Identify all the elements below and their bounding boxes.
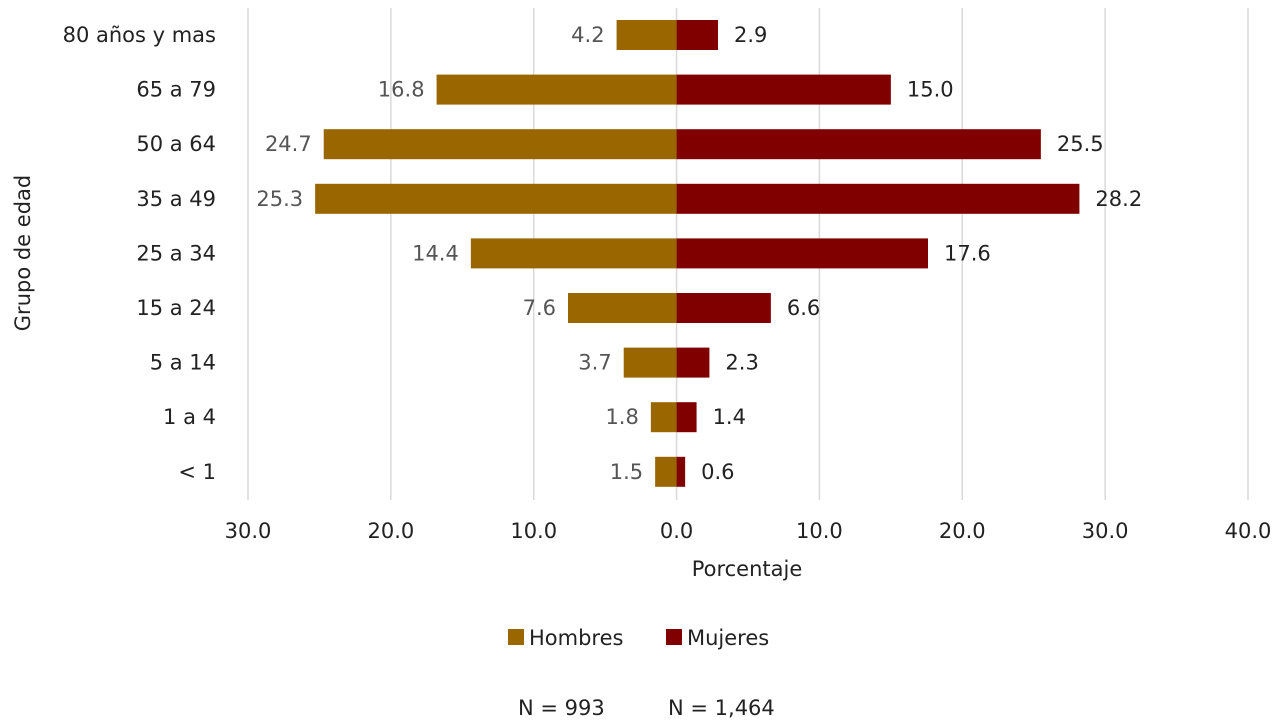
bar-hombres [323, 129, 677, 160]
category-labels: 80 años y mas 65 a 79 50 a 64 35 a 49 25 a 3… [63, 23, 216, 484]
value-label-hombres: 1.8 [605, 405, 638, 429]
bar-hombres [470, 238, 677, 269]
bar-mujeres [676, 20, 718, 50]
bar-mujeres [676, 293, 771, 323]
bar-hombres [315, 183, 677, 214]
bar-mujeres [676, 74, 891, 105]
value-label-mujeres: 25.5 [1057, 132, 1104, 156]
legend: Hombres Mujeres [508, 626, 769, 650]
x-axis-title: Porcentaje [692, 557, 803, 581]
value-label-mujeres: 28.2 [1095, 187, 1142, 211]
y-axis-title: Grupo de edad [11, 175, 35, 331]
bar-hombres [616, 20, 677, 50]
x-tick-label: 10.0 [510, 519, 557, 543]
category-label: 5 a 14 [150, 351, 216, 375]
bar-hombres [436, 74, 677, 105]
x-tick-labels: 30.0 20.0 10.0 0.0 10.0 20.0 30.0 40.0 [225, 519, 1272, 543]
value-label-hombres: 14.4 [412, 241, 459, 265]
sample-size-notes: N = 993 N = 1,464 [518, 696, 775, 720]
category-label: 65 a 79 [136, 78, 216, 102]
value-label-mujeres: 0.6 [701, 460, 734, 484]
category-label: < 1 [178, 460, 216, 484]
bar-mujeres [676, 129, 1041, 160]
bar-mujeres [676, 347, 710, 378]
value-label-hombres: 25.3 [256, 187, 303, 211]
x-tick-label: 40.0 [1225, 519, 1272, 543]
x-tick-label: 0.0 [660, 519, 693, 543]
bar-mujeres [676, 402, 697, 433]
category-label: 80 años y mas [63, 23, 216, 47]
value-label-hombres: 24.7 [265, 132, 312, 156]
bar-mujeres [676, 456, 686, 487]
x-tick-label: 20.0 [367, 519, 414, 543]
x-tick-label: 20.0 [939, 519, 986, 543]
legend-swatch-hombres [508, 629, 524, 645]
bar-hombres [655, 456, 677, 487]
legend-label-hombres: Hombres [529, 626, 623, 650]
bar-hombres [650, 402, 677, 433]
value-label-mujeres: 15.0 [907, 78, 954, 102]
bar-mujeres [676, 238, 928, 269]
value-label-hombres: 1.5 [610, 460, 643, 484]
note-n-hombres: N = 993 [518, 696, 605, 720]
category-label: 15 a 24 [136, 296, 216, 320]
category-label: 25 a 34 [136, 241, 216, 265]
bar-hombres [623, 347, 677, 378]
value-label-mujeres: 1.4 [713, 405, 746, 429]
value-label-hombres: 7.6 [523, 296, 556, 320]
category-label: 1 a 4 [163, 405, 216, 429]
value-label-mujeres: 2.9 [734, 23, 767, 47]
value-label-hombres: 4.2 [571, 23, 604, 47]
x-tick-label: 10.0 [796, 519, 843, 543]
note-n-mujeres: N = 1,464 [668, 696, 775, 720]
x-tick-label: 30.0 [1082, 519, 1129, 543]
category-label: 35 a 49 [136, 187, 216, 211]
legend-label-mujeres: Mujeres [687, 626, 769, 650]
value-label-mujeres: 2.3 [725, 351, 758, 375]
x-tick-label: 30.0 [225, 519, 272, 543]
value-label-hombres: 16.8 [378, 78, 425, 102]
legend-swatch-mujeres [666, 629, 682, 645]
bar-mujeres [676, 183, 1080, 214]
bars: 4.2 2.9 16.8 15.0 24.7 25.5 25.3 28.2 14.4 17.6 7.… [256, 20, 1142, 487]
bar-hombres [568, 293, 677, 323]
value-label-mujeres: 17.6 [944, 241, 991, 265]
value-label-hombres: 3.7 [578, 351, 611, 375]
category-label: 50 a 64 [136, 132, 216, 156]
value-label-mujeres: 6.6 [787, 296, 820, 320]
